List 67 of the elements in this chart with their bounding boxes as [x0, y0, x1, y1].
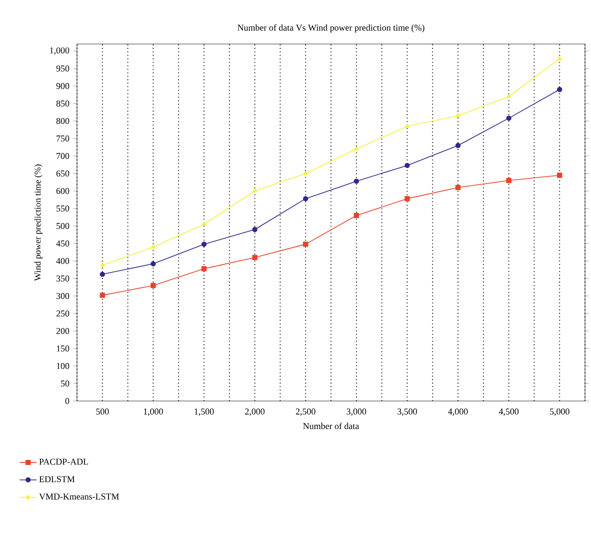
y-tick-label: 300	[56, 292, 70, 300]
point	[150, 261, 156, 266]
point	[456, 113, 460, 118]
x-tick-label: 500	[96, 408, 109, 415]
x-tick-label: 3,500	[398, 408, 417, 416]
point	[100, 272, 105, 277]
point	[455, 142, 461, 148]
point	[150, 244, 156, 248]
point	[252, 254, 258, 260]
x-tick-label: 2,500	[296, 408, 316, 416]
point	[354, 178, 359, 184]
x-tick-label: 5,000	[550, 408, 570, 416]
point	[100, 262, 105, 267]
point	[506, 178, 512, 184]
point	[404, 162, 410, 168]
point	[303, 242, 308, 247]
y-tick-label: 200	[56, 328, 70, 334]
y-tick-label: 50	[61, 380, 70, 387]
y-tick-label: 450	[56, 240, 70, 247]
point	[506, 116, 512, 121]
y-tick-label: 750	[56, 135, 70, 142]
point	[303, 170, 308, 175]
point	[150, 282, 156, 288]
point	[100, 292, 105, 298]
point	[303, 196, 308, 202]
legend-label: PACDP-ADL	[39, 458, 88, 465]
x-tick-label: 4,500	[498, 408, 519, 416]
point	[557, 86, 562, 92]
y-tick-label: 700	[56, 152, 70, 160]
point	[252, 226, 258, 232]
y-tick-label: 650	[56, 170, 70, 177]
y-tick-label: 150	[56, 345, 70, 352]
point	[404, 124, 410, 128]
x-tick-label: 1,500	[194, 408, 214, 416]
legend-label: VMD-Kmeans-LSTM	[39, 494, 119, 500]
point	[506, 94, 512, 98]
y-tick-label: 350	[56, 275, 70, 282]
point	[201, 242, 207, 247]
legend-label: EDLSTM	[39, 476, 75, 482]
y-tick-label: 850	[56, 100, 70, 107]
x-tick-label: 1,000	[144, 408, 163, 416]
y-tick-label: 500	[56, 222, 70, 230]
y-tick-label: 1,000	[50, 47, 70, 55]
point	[202, 222, 206, 226]
y-tick-label: 400	[56, 258, 70, 264]
point	[404, 196, 410, 202]
point	[354, 146, 359, 150]
y-tick-label: 900	[56, 82, 70, 90]
y-tick-label: 100	[56, 362, 70, 370]
point	[557, 56, 562, 60]
point	[252, 188, 258, 192]
y-tick-label: 600	[56, 188, 70, 194]
y-tick-label: 800	[56, 118, 70, 124]
point	[201, 266, 207, 272]
y-tick-label: 250	[56, 310, 70, 317]
point	[557, 172, 562, 178]
point	[455, 184, 461, 190]
point	[354, 212, 359, 218]
x-tick-label: 4,000	[448, 408, 468, 416]
x-axis-title: Number of data	[303, 422, 360, 430]
x-tick-label: 3,000	[346, 408, 366, 416]
y-tick-label: 950	[56, 65, 70, 72]
y-tick-label: 550	[56, 205, 70, 212]
chart-title: Number of data Vs Wind power prediction time (%)	[238, 24, 424, 32]
x-tick-label: 2,000	[245, 408, 265, 416]
y-tick-label: 0	[65, 398, 70, 404]
y-axis-title: Wind power prediction time (%)	[34, 164, 42, 281]
